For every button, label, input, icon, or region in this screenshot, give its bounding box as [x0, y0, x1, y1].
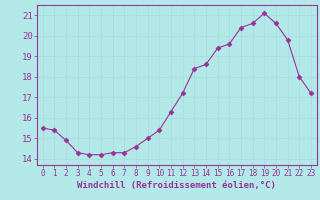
- X-axis label: Windchill (Refroidissement éolien,°C): Windchill (Refroidissement éolien,°C): [77, 181, 276, 190]
